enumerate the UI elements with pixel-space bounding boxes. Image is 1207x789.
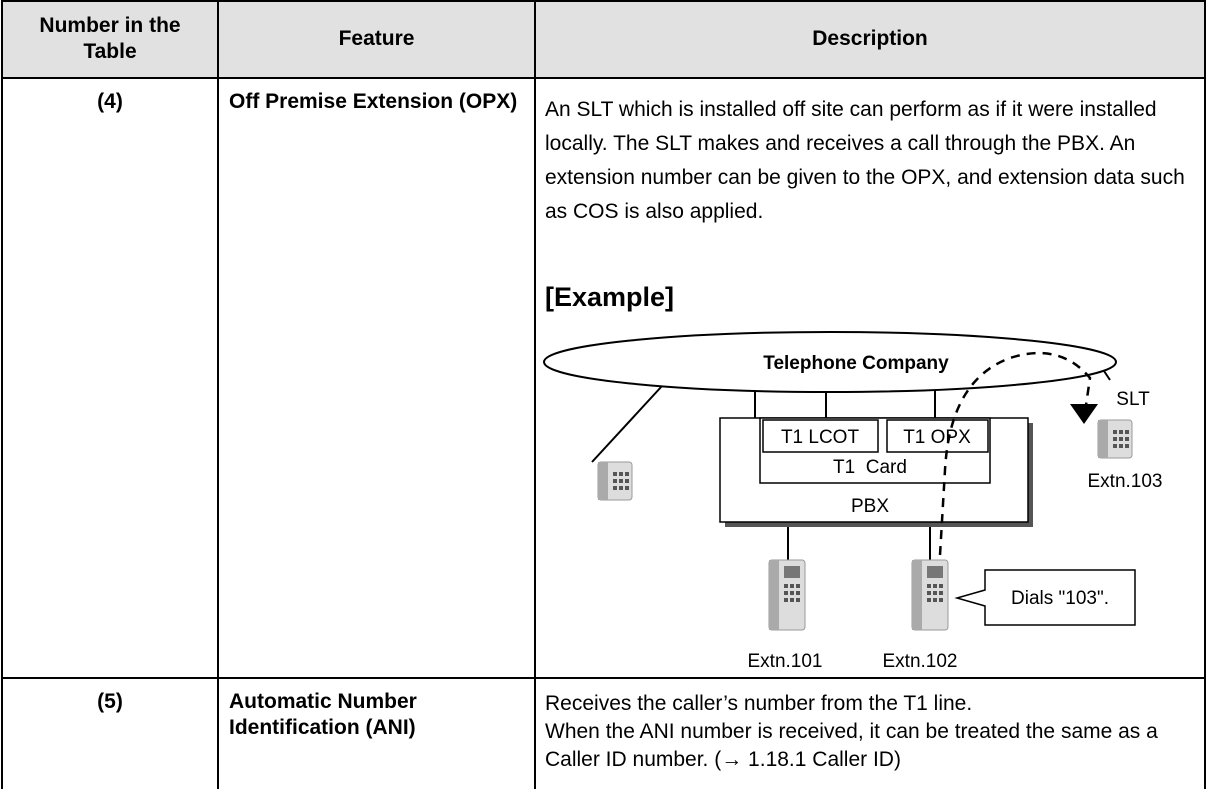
description: When the ANI number is received, it can …	[545, 720, 1158, 771]
description: An SLT which is installed off site can p…	[545, 98, 1185, 223]
remote-label: SLT	[1116, 389, 1150, 410]
port-box	[762, 419, 879, 453]
border	[1, 677, 1206, 679]
network-cloud	[543, 331, 1117, 393]
row-number: (4)	[97, 90, 123, 113]
phone	[768, 559, 806, 631]
arrow-head	[1070, 404, 1098, 424]
phone	[597, 461, 633, 501]
feature: Off Premise Extension (OPX)	[229, 90, 518, 113]
extension-label: Extn.103	[1088, 471, 1163, 492]
feature: Automatic Number Identification (ANI)	[229, 690, 417, 739]
extension-label: Extn.101	[748, 651, 823, 672]
port-label: T1 LCOT	[781, 427, 860, 448]
network-label: Telephone Company	[763, 353, 949, 374]
border	[1204, 0, 1206, 789]
column-header: Feature	[338, 27, 415, 50]
border	[1, 77, 1206, 79]
description: Receives the caller’s number from the T1…	[545, 692, 973, 715]
callout-box	[954, 569, 1136, 626]
border	[217, 0, 219, 789]
row-number: (5)	[97, 690, 123, 713]
pbx-label: PBX	[851, 496, 889, 517]
phone	[1097, 419, 1133, 459]
header-bg	[2, 0, 1205, 78]
port-label: T1 OPX	[903, 427, 971, 448]
card-label: T1 Card	[833, 457, 907, 478]
border	[1, 0, 1206, 2]
extension-label: Extn.102	[883, 651, 958, 672]
border	[1, 0, 3, 789]
column-header: Number in the Table	[39, 14, 181, 63]
callout-text: Dials "103".	[1011, 588, 1109, 609]
column-header: Description	[812, 27, 928, 50]
border	[534, 0, 536, 789]
phone	[911, 559, 949, 631]
port-box	[886, 419, 989, 453]
example-heading: [Example]	[545, 282, 675, 312]
